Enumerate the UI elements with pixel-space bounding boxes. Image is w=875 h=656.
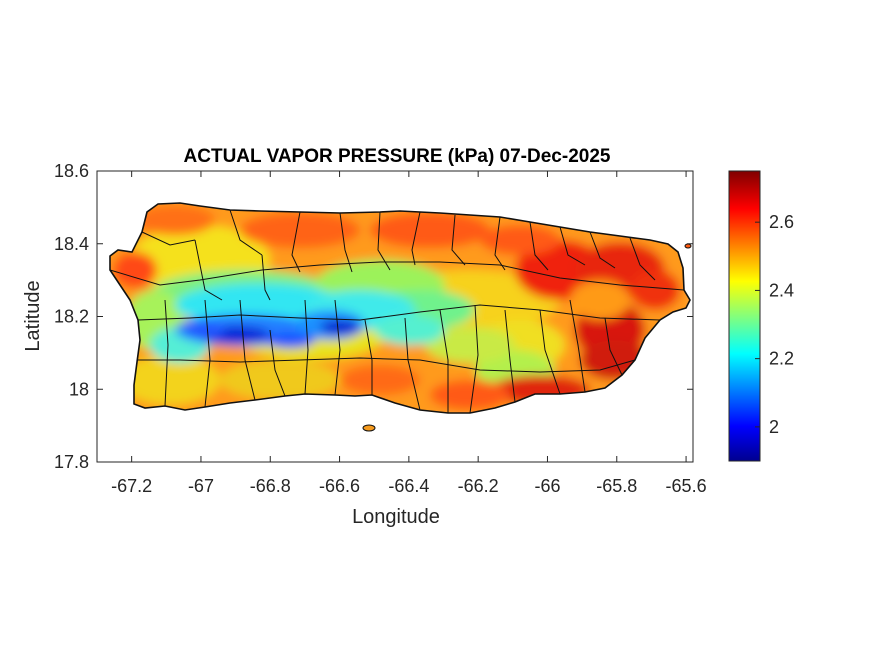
municipality-boundary [377, 211, 391, 271]
municipality-boundary [239, 299, 256, 401]
municipality-boundary [204, 299, 211, 408]
y-axis: 18.6 18.4 18.2 18 17.8 [54, 161, 693, 472]
municipality-boundary [137, 304, 661, 321]
municipality-boundary [629, 237, 656, 281]
municipality-boundary [569, 299, 586, 393]
y-tick-label: 18.2 [54, 307, 89, 327]
municipality-boundary [504, 309, 516, 403]
municipality-boundary [604, 317, 623, 376]
x-tick-label: -66.6 [319, 476, 360, 496]
municipality-boundary [229, 209, 263, 256]
municipality-boundary [164, 299, 169, 407]
colorbar-tick-label: 2.2 [769, 349, 794, 369]
x-tick-label: -66.2 [458, 476, 499, 496]
municipality-boundary [261, 254, 271, 301]
municipality-boundary [469, 304, 479, 413]
islet-caja-de-muertos [362, 424, 376, 432]
x-axis-label: Longitude [352, 506, 440, 528]
municipality-boundary [364, 319, 373, 395]
y-tick-label: 17.8 [54, 452, 89, 472]
chart-title: ACTUAL VAPOR PRESSURE (kPa) 07-Dec-2025 [184, 146, 611, 167]
y-tick-label: 18.4 [54, 234, 89, 254]
municipality-boundary [559, 226, 586, 266]
municipality-boundary [291, 211, 301, 273]
x-tick-label: -66 [534, 476, 560, 496]
islet-east [684, 243, 692, 249]
x-tick-label: -67 [188, 476, 214, 496]
municipality-boundary [334, 299, 341, 396]
municipality-boundary [439, 309, 449, 413]
x-tick-label: -65.6 [666, 476, 707, 496]
municipality-boundary [110, 269, 263, 286]
x-axis: -67.2 -67 -66.8 -66.6 -66.4 -66.2 -66 -65.8 -65.… [111, 171, 707, 496]
municipality-boundary [269, 329, 286, 397]
municipality-boundary [404, 317, 421, 411]
y-tick-label: 18 [69, 379, 89, 399]
y-axis-label: Latitude [22, 280, 44, 351]
colorbar [728, 170, 761, 462]
municipality-boundary [539, 309, 561, 395]
y-tick-label: 18.6 [54, 161, 89, 181]
municipality-boundaries [110, 209, 685, 413]
municipality-boundary [261, 261, 685, 291]
municipality-boundary [451, 214, 466, 266]
x-tick-label: -66.4 [388, 476, 429, 496]
municipality-boundary [304, 299, 309, 395]
vapor-pressure-field [110, 203, 690, 413]
colorbar-tick-label: 2.6 [769, 212, 794, 232]
x-tick-label: -66.8 [250, 476, 291, 496]
municipality-boundary [194, 239, 223, 301]
municipality-boundary [141, 231, 196, 246]
municipality-boundary [529, 221, 549, 271]
x-tick-label: -65.8 [596, 476, 637, 496]
municipality-boundary [589, 231, 616, 269]
municipality-boundary [339, 212, 353, 273]
colorbar-tick-label: 2 [769, 417, 779, 437]
municipality-boundary [411, 211, 421, 266]
colorbar-tick-label: 2.4 [769, 280, 794, 300]
x-tick-label: -67.2 [111, 476, 152, 496]
colorbar-ticks: 2 2.2 2.4 2.6 [755, 212, 794, 437]
